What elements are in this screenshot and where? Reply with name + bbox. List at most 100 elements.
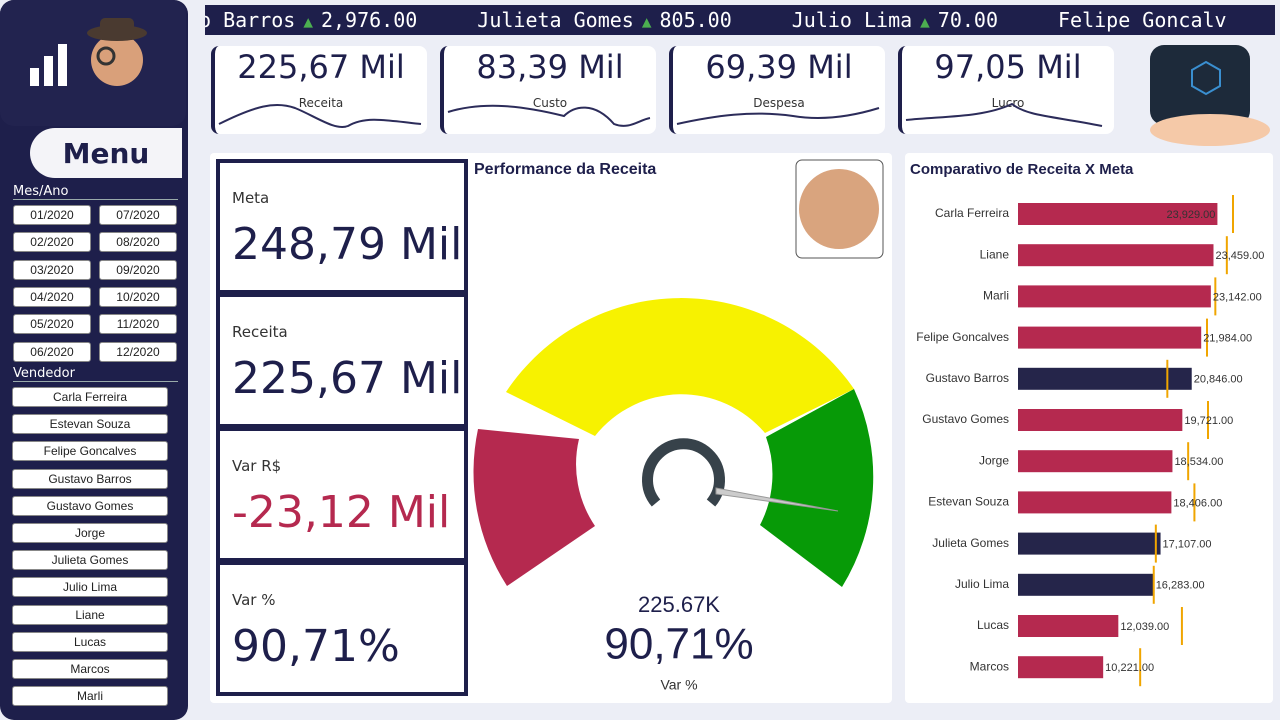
month-button[interactable]: 08/2020 [99,232,177,253]
seller-button[interactable]: Gustavo Gomes [12,495,168,516]
month-button[interactable]: 05/2020 [13,314,91,335]
kpi-value: 225,67 Mil [237,48,405,86]
ticker-name: Julio Lima [791,8,913,32]
value-label: 17,107.00 [1163,539,1212,551]
value-card: Meta 248,79 Mil [216,159,468,294]
ticker-name: Julieta Gomes [477,8,634,32]
bar [1018,491,1172,514]
sparkline-path [447,104,651,127]
gauge-percent-label: Var % [660,677,697,693]
seller-button[interactable]: Lucas [12,631,168,652]
gauge-title: Performance da Receita [474,161,656,178]
kpi-label: Receita [298,96,344,110]
bar [1018,656,1104,679]
month-button[interactable]: 02/2020 [13,232,91,253]
card-label: Receita [232,323,288,341]
value-card: Var R$ -23,12 Mil [216,427,468,562]
kpi-label: Despesa [753,96,805,110]
ticker-track: o Barros ▲ 2,976.00 Julieta Gomes ▲ 805.00 Jul… [205,5,1227,35]
month-button[interactable]: 09/2020 [99,259,177,280]
gauge-value: 225.67K [638,592,720,617]
seller-button[interactable]: Marli [12,686,168,707]
bar-panel: Comparativo de Receita X Meta Carla Ferr… [905,153,1273,703]
sparkline-path [676,107,880,125]
bar [1018,450,1173,473]
ticker-value: 805.00 [659,8,732,32]
menu-tab[interactable]: Menu [30,128,182,178]
value-label: 16,283.00 [1156,580,1205,592]
kpi-card: 83,39 Mil Custo [440,46,656,134]
month-button[interactable]: 01/2020 [13,205,91,225]
month-button[interactable]: 10/2020 [99,286,177,307]
card-label: Var R$ [232,457,282,475]
value-label: 10,221.00 [1105,662,1154,674]
bar [1018,573,1154,596]
category-label: Lucas [977,618,1009,632]
bar [1018,409,1183,431]
seller-button[interactable]: Estevan Souza [12,414,168,435]
month-button[interactable]: 11/2020 [99,314,177,335]
card-label: Var % [232,591,276,609]
ticker-name: o Barros [205,8,296,32]
month-button[interactable]: 03/2020 [13,259,91,280]
value-label: 23,142.00 [1213,291,1262,303]
ticker-value: 2,976.00 [320,8,418,32]
ticker: o Barros ▲ 2,976.00 Julieta Gomes ▲ 805.00 Jul… [205,5,1275,35]
category-label: Julio Lima [955,577,1009,591]
gauge-green [760,389,874,587]
seller-button[interactable]: Gustavo Barros [12,468,168,489]
month-button[interactable]: 07/2020 [99,205,177,225]
card-label: Meta [232,189,270,207]
card-value: 90,71% [232,621,400,672]
seller-button[interactable]: Liane [12,604,168,625]
value-label: 12,039.00 [1120,621,1169,633]
seller-button[interactable]: Jorge [12,523,168,543]
ticker-arrow: ▲ [641,12,652,31]
bar [1018,615,1119,637]
sparkline [218,103,422,128]
card-value: 248,79 Mil [232,219,463,270]
gauge-red [473,429,595,586]
seller-button[interactable]: Julieta Gomes [12,550,168,571]
value-label: 23,459.00 [1215,250,1264,262]
category-label: Liane [980,247,1010,261]
category-label: Estevan Souza [928,495,1009,509]
bar [1018,367,1192,390]
value-card: Var % 90,71% [216,561,468,696]
category-label: Marcos [970,659,1009,673]
bar [1018,532,1161,555]
category-label: Carla Ferreira [935,206,1009,220]
category-label: Gustavo Barros [926,371,1009,385]
category-label: Marli [983,289,1009,303]
sparkline-path [905,102,1103,127]
gauge-percent: 90,71% [604,620,753,669]
sparkline [447,104,651,127]
ticker-name: Felipe Goncalv [1058,8,1227,32]
category-label: Julieta Gomes [932,536,1009,550]
gauge-hub [642,438,725,507]
month-label: Mes/Ano [13,184,178,200]
kpi-card: 225,67 Mil Receita [211,46,427,134]
value-label: 23,929.00 [1166,209,1215,221]
kpi-card: 69,39 Mil Despesa [669,46,885,134]
value-label: 19,721.00 [1184,415,1233,427]
gauge-needle [715,487,839,512]
seller-button[interactable]: Carla Ferreira [12,387,168,407]
kpi-value: 83,39 Mil [476,48,624,86]
seller-button[interactable]: Felipe Goncalves [12,441,168,462]
seller-button[interactable]: Julio Lima [12,577,168,598]
value-label: 18,406.00 [1173,497,1222,509]
bar [1018,244,1214,267]
logo [0,0,186,126]
bar [1018,203,1218,225]
value-label: 20,846.00 [1194,374,1243,386]
category-label: Jorge [979,453,1009,467]
gauge-yellow [506,298,854,436]
card-value: -23,12 Mil [232,487,451,538]
wallet-illustration [1130,40,1275,150]
seller-button[interactable]: Marcos [12,659,168,679]
month-button[interactable]: 04/2020 [13,286,91,307]
month-button[interactable]: 06/2020 [13,341,91,362]
month-button[interactable]: 12/2020 [99,341,177,362]
sparkline [676,107,880,125]
